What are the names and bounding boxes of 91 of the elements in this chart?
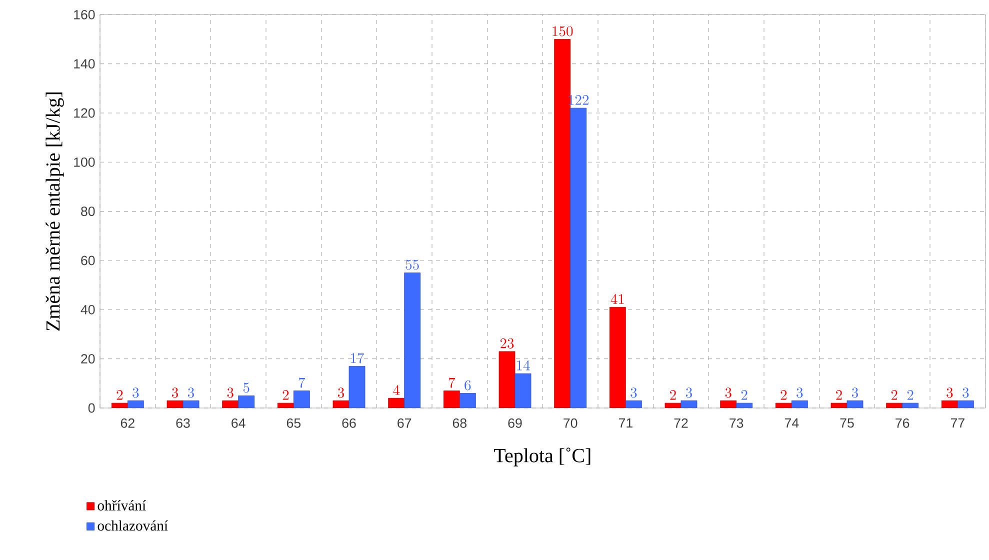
- data-label: 3: [946, 388, 953, 398]
- y-tick-label: 80: [81, 206, 95, 216]
- data-label: 2: [836, 390, 842, 400]
- bar: [443, 390, 460, 408]
- x-tick-label: 71: [618, 418, 632, 428]
- y-tick-label: 160: [74, 10, 95, 20]
- data-label: 2: [780, 390, 787, 400]
- x-tick-label: 68: [452, 418, 467, 428]
- data-label: 3: [852, 388, 858, 398]
- x-tick-label: 67: [398, 418, 412, 428]
- bar: [222, 400, 239, 408]
- data-label: 3: [227, 388, 234, 398]
- x-tick-label: 77: [950, 418, 964, 428]
- bar: [886, 402, 903, 408]
- bar: [459, 393, 476, 408]
- data-label: 5: [243, 382, 250, 393]
- data-label: 3: [172, 388, 178, 398]
- bar: [238, 395, 255, 408]
- data-label: 7: [298, 378, 306, 388]
- bar: [293, 390, 310, 408]
- bar: [736, 402, 753, 408]
- y-tick-label: 140: [74, 59, 95, 69]
- x-tick-label: 64: [232, 418, 246, 428]
- x-tick-label: 70: [564, 418, 578, 428]
- data-label: 2: [891, 390, 898, 400]
- y-tick-label: 40: [80, 304, 95, 314]
- data-label: 3: [132, 388, 139, 398]
- bar: [680, 400, 698, 408]
- x-axis-title: Teplota [˚C]: [494, 448, 590, 466]
- data-label: 2: [741, 390, 748, 400]
- x-tick-label: 66: [342, 418, 356, 428]
- x-tick-label: 69: [508, 418, 522, 428]
- x-tick-label: 63: [176, 418, 190, 428]
- bar: [166, 400, 184, 408]
- y-tick-label: 120: [74, 108, 95, 118]
- x-tick-label: 65: [286, 418, 301, 428]
- bar: [846, 400, 864, 408]
- bar: [625, 400, 642, 408]
- bar: [830, 402, 848, 408]
- bar: [791, 400, 808, 408]
- bar: [277, 402, 294, 408]
- legend-label: ohřívání: [98, 500, 146, 510]
- x-tick-label: 74: [784, 418, 799, 428]
- bar: [332, 400, 350, 408]
- data-label: 3: [725, 388, 732, 398]
- bar: [182, 400, 200, 408]
- data-label: 23: [500, 338, 514, 348]
- data-label: 17: [351, 353, 364, 364]
- x-tick-label: 62: [120, 418, 134, 428]
- data-label: 6: [464, 380, 471, 390]
- y-tick-label: 0: [88, 403, 95, 413]
- bar: [775, 402, 792, 408]
- data-label: 7: [448, 378, 456, 388]
- x-tick-label: 75: [840, 418, 854, 428]
- y-tick-label: 20: [81, 354, 95, 364]
- data-label: 2: [116, 390, 123, 400]
- data-label: 41: [610, 294, 624, 304]
- data-label: 3: [630, 388, 637, 398]
- bar: [609, 306, 626, 408]
- bar: [127, 400, 144, 408]
- legend-label: ochlazování: [98, 520, 168, 531]
- data-label: 2: [907, 390, 914, 400]
- bar: [348, 366, 366, 408]
- y-tick-label: 100: [74, 157, 95, 167]
- x-tick-label: 72: [674, 418, 688, 428]
- bar: [514, 373, 532, 408]
- data-label: 3: [338, 388, 344, 398]
- bar: [111, 402, 128, 408]
- data-label: 4: [393, 384, 400, 395]
- data-label: 55: [406, 260, 419, 270]
- data-label: 2: [282, 390, 289, 400]
- data-label: 3: [962, 388, 969, 398]
- bar: [664, 402, 682, 408]
- data-label: 14: [517, 360, 530, 370]
- data-label: 3: [686, 388, 692, 398]
- data-label: 3: [188, 388, 194, 398]
- bar: [570, 108, 587, 408]
- bar: [498, 351, 516, 408]
- bar: [902, 402, 919, 408]
- bar: [404, 272, 421, 408]
- bar: [957, 400, 974, 408]
- data-label: 150: [552, 26, 573, 36]
- data-label: 2: [670, 390, 676, 400]
- bar: [941, 400, 958, 408]
- bar: [388, 398, 405, 408]
- x-tick-label: 76: [896, 418, 910, 428]
- data-label: 3: [796, 388, 803, 398]
- x-tick-label: 73: [730, 418, 744, 428]
- bar: [720, 400, 737, 408]
- y-axis-title: Změna měrné entalpie [kJ/kg]: [46, 92, 64, 331]
- y-tick-label: 60: [81, 256, 95, 266]
